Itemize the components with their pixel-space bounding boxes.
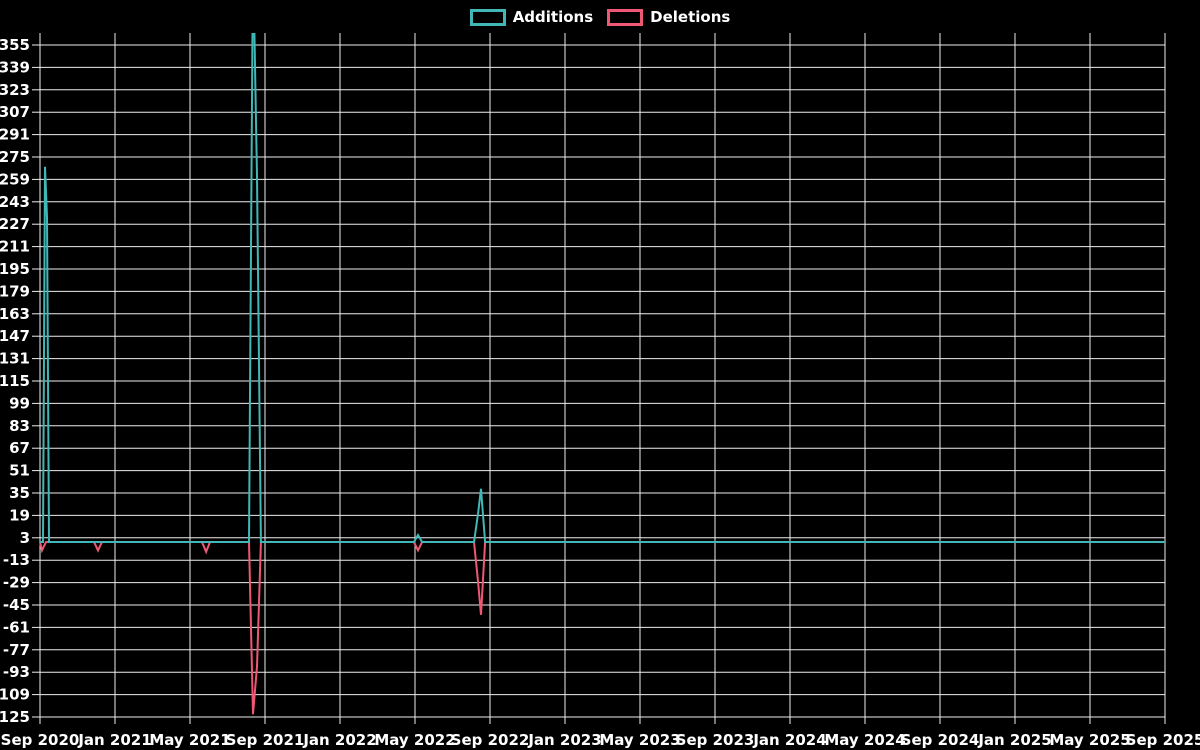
x-tick-label: Sep 2022 <box>451 731 530 749</box>
y-tick-label: 275 <box>0 148 30 166</box>
x-tick-label: Jan 2023 <box>527 731 601 749</box>
y-tick-label: 355 <box>0 36 30 54</box>
x-tick-label: May 2022 <box>374 731 455 749</box>
y-tick-label: 35 <box>9 484 30 502</box>
x-tick-label: May 2024 <box>824 731 905 749</box>
x-tick-label: Jan 2022 <box>302 731 376 749</box>
deletions-line <box>39 541 1165 715</box>
y-tick-label: 243 <box>0 193 30 211</box>
y-tick-label: -45 <box>3 596 30 614</box>
x-tick-label: Jan 2021 <box>77 731 151 749</box>
y-tick-label: 307 <box>0 103 30 121</box>
y-tick-label: 259 <box>0 170 30 188</box>
x-tick-label: Jan 2024 <box>752 731 826 749</box>
x-tick-label: May 2023 <box>599 731 680 749</box>
y-tick-label: 99 <box>9 394 30 412</box>
additions-line <box>40 33 1165 543</box>
y-tick-label: 179 <box>0 282 30 300</box>
y-tick-label: 83 <box>9 417 30 435</box>
y-tick-label: -125 <box>0 708 30 726</box>
x-tick-label: May 2021 <box>149 731 230 749</box>
x-tick-label: Sep 2025 <box>1126 731 1200 749</box>
y-tick-label: 51 <box>9 462 30 480</box>
x-tick-label: May 2025 <box>1049 731 1130 749</box>
y-tick-label: -29 <box>3 574 30 592</box>
y-tick-label: 323 <box>0 81 30 99</box>
y-tick-label: 19 <box>9 506 30 524</box>
x-tick-label: Sep 2024 <box>901 731 980 749</box>
y-tick-label: 211 <box>0 238 30 256</box>
y-tick-label: 339 <box>0 58 30 76</box>
y-tick-label: -109 <box>0 686 30 704</box>
y-tick-label: 3 <box>20 529 30 547</box>
y-tick-label: 115 <box>0 372 30 390</box>
y-tick-label: -13 <box>3 551 30 569</box>
y-tick-label: 227 <box>0 215 30 233</box>
y-tick-label: 67 <box>9 439 30 457</box>
y-tick-label: 195 <box>0 260 30 278</box>
y-tick-label: -61 <box>3 618 30 636</box>
x-tick-label: Sep 2023 <box>676 731 755 749</box>
x-tick-label: Sep 2021 <box>226 731 305 749</box>
y-tick-label: -93 <box>3 663 30 681</box>
y-tick-label: -77 <box>3 641 30 659</box>
y-tick-label: 163 <box>0 305 30 323</box>
x-tick-label: Jan 2025 <box>977 731 1051 749</box>
x-tick-label: Sep 2020 <box>1 731 80 749</box>
y-tick-label: 147 <box>0 327 30 345</box>
y-tick-label: 131 <box>0 350 30 368</box>
y-tick-label: 291 <box>0 126 30 144</box>
